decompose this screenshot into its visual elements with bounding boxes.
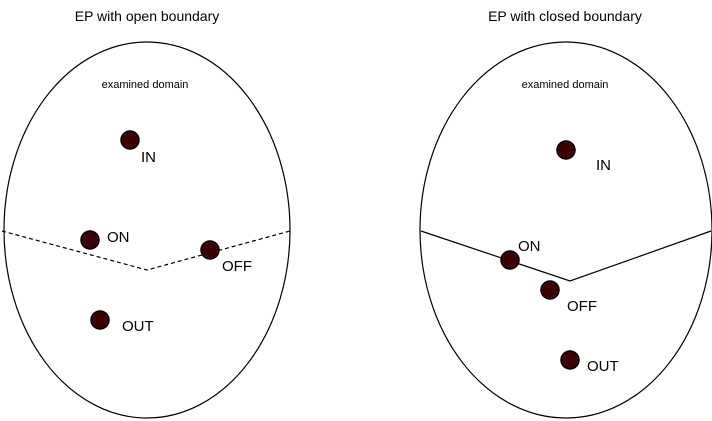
panel-closed-boundary: EP with closed boundary examined domain … xyxy=(419,8,712,419)
examined-domain-ellipse-closed xyxy=(419,41,712,419)
point-label-on-open: ON xyxy=(107,229,130,246)
point-in-closed xyxy=(556,140,576,160)
point-label-on-closed: ON xyxy=(518,238,541,255)
closed-boundary-line xyxy=(420,230,712,282)
point-label-in-closed: IN xyxy=(596,157,611,174)
open-boundary-line xyxy=(1,230,291,271)
panel-title-closed: EP with closed boundary xyxy=(488,8,642,24)
point-label-out-closed: OUT xyxy=(587,358,619,375)
panel-open-boundary: EP with open boundary examined domain IN… xyxy=(1,8,291,419)
point-label-out-open: OUT xyxy=(122,318,154,335)
point-off-open xyxy=(200,240,220,260)
point-off-closed xyxy=(540,280,560,300)
domain-label-open: examined domain xyxy=(102,79,189,91)
point-in-open xyxy=(120,130,140,150)
point-label-off-closed: OFF xyxy=(567,298,597,315)
domain-label-closed: examined domain xyxy=(522,79,609,91)
point-on-closed xyxy=(500,250,520,270)
panel-title-open: EP with open boundary xyxy=(75,8,220,24)
point-out-open xyxy=(90,310,110,330)
point-out-closed xyxy=(560,350,580,370)
point-label-in-open: IN xyxy=(141,149,156,166)
point-label-off-open: OFF xyxy=(222,258,252,275)
examined-domain-ellipse-open xyxy=(3,41,291,419)
point-on-open xyxy=(80,230,100,250)
